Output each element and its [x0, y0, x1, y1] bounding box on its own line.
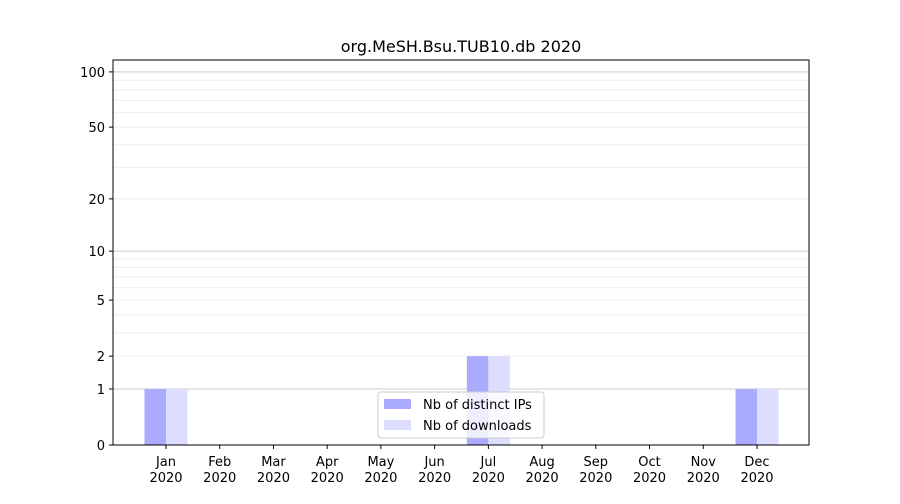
chart-title: org.MeSH.Bsu.TUB10.db 2020	[341, 37, 582, 56]
x-tick-label: May 2020	[364, 455, 397, 486]
x-tick-label: Dec 2020	[740, 455, 773, 486]
bars	[144, 356, 779, 445]
x-tick-label: Sep 2020	[579, 455, 612, 486]
legend-box	[377, 391, 545, 439]
y-tick-label: 5	[97, 294, 105, 309]
y-tick-label: 10	[88, 245, 105, 260]
x-tick-label: Mar 2020	[257, 455, 290, 486]
legend-label: Nb of distinct IPs	[423, 398, 532, 413]
y-axis: 0 1 2 5 10 20 50 100	[80, 66, 113, 454]
x-tick-label: Nov 2020	[687, 455, 720, 486]
x-tick-label: Jan 2020	[149, 455, 182, 486]
x-tick-label: Jul 2020	[472, 455, 505, 486]
x-tick-label: Oct 2020	[633, 455, 666, 486]
x-tick-label: Aug 2020	[526, 455, 559, 486]
bar	[757, 388, 779, 445]
y-tick-label: 100	[80, 66, 105, 81]
y-tick-label: 20	[88, 193, 105, 208]
legend: Nb of distinct IPs Nb of downloads	[377, 391, 545, 439]
y-tick-label: 50	[88, 121, 105, 136]
x-tick-label: Feb 2020	[203, 455, 236, 486]
legend-swatch	[384, 399, 411, 409]
bar	[166, 388, 188, 445]
x-tick-label: Jun 2020	[418, 455, 451, 486]
legend-label: Nb of downloads	[423, 419, 532, 434]
bar	[735, 388, 757, 445]
y-tick-label: 0	[97, 439, 105, 454]
y-tick-label: 1	[97, 383, 105, 398]
grid	[113, 71, 809, 390]
bar	[144, 388, 166, 445]
plot-frame	[112, 59, 810, 446]
y-tick-label: 2	[97, 350, 105, 365]
x-axis: Jan 2020 Feb 2020 Mar 2020 Apr 2020 May 2020 Jun 20…	[149, 445, 774, 486]
legend-swatch	[384, 420, 411, 430]
x-tick-label: Apr 2020	[311, 455, 344, 486]
